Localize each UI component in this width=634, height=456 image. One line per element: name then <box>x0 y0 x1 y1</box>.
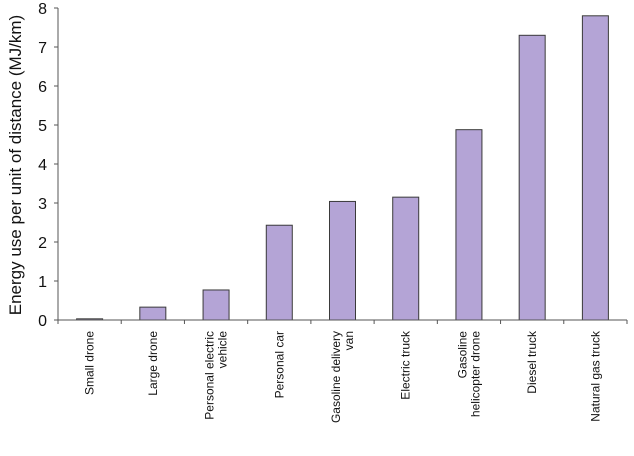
y-tick-label: 4 <box>38 157 47 174</box>
bar-7 <box>518 34 546 321</box>
bar-2 <box>202 289 230 321</box>
y-ticks-group: 0 1 2 3 4 5 6 7 8 <box>38 1 58 330</box>
x-category-label: Gasolinehelicopter drone <box>455 331 482 417</box>
y-tick-label: 1 <box>38 274 47 291</box>
x-category-label: Personal electricvehicle <box>203 331 230 420</box>
bar-5 <box>392 196 420 321</box>
y-tick-label: 3 <box>38 196 47 213</box>
bar-6 <box>455 129 483 321</box>
x-category-label: Personal car <box>272 331 286 398</box>
x-labels-group: Small drone Large drone Personal electricv… <box>83 330 603 423</box>
y-tick-label: 6 <box>38 79 47 96</box>
x-category-label: Small drone <box>83 331 97 395</box>
x-category-label: Electric truck <box>399 330 413 400</box>
y-tick-label: 2 <box>38 235 47 252</box>
bar-4 <box>329 200 356 321</box>
y-tick-label: 5 <box>38 118 47 135</box>
y-axis-title: Energy use per unit of distance (MJ/km) <box>6 15 25 315</box>
x-category-label: Large drone <box>146 331 160 396</box>
y-tick-label: 0 <box>38 313 47 330</box>
y-tick-label: 8 <box>38 1 47 18</box>
x-category-label: Gasoline deliveryvan <box>329 331 356 423</box>
x-category-label: Natural gas truck <box>588 330 602 422</box>
x-category-label: Diesel truck <box>525 330 539 394</box>
bar-1 <box>139 306 167 321</box>
bar-3 <box>265 224 293 321</box>
bars-group <box>76 15 609 321</box>
bar-8 <box>581 15 609 321</box>
y-tick-label: 7 <box>38 40 47 57</box>
